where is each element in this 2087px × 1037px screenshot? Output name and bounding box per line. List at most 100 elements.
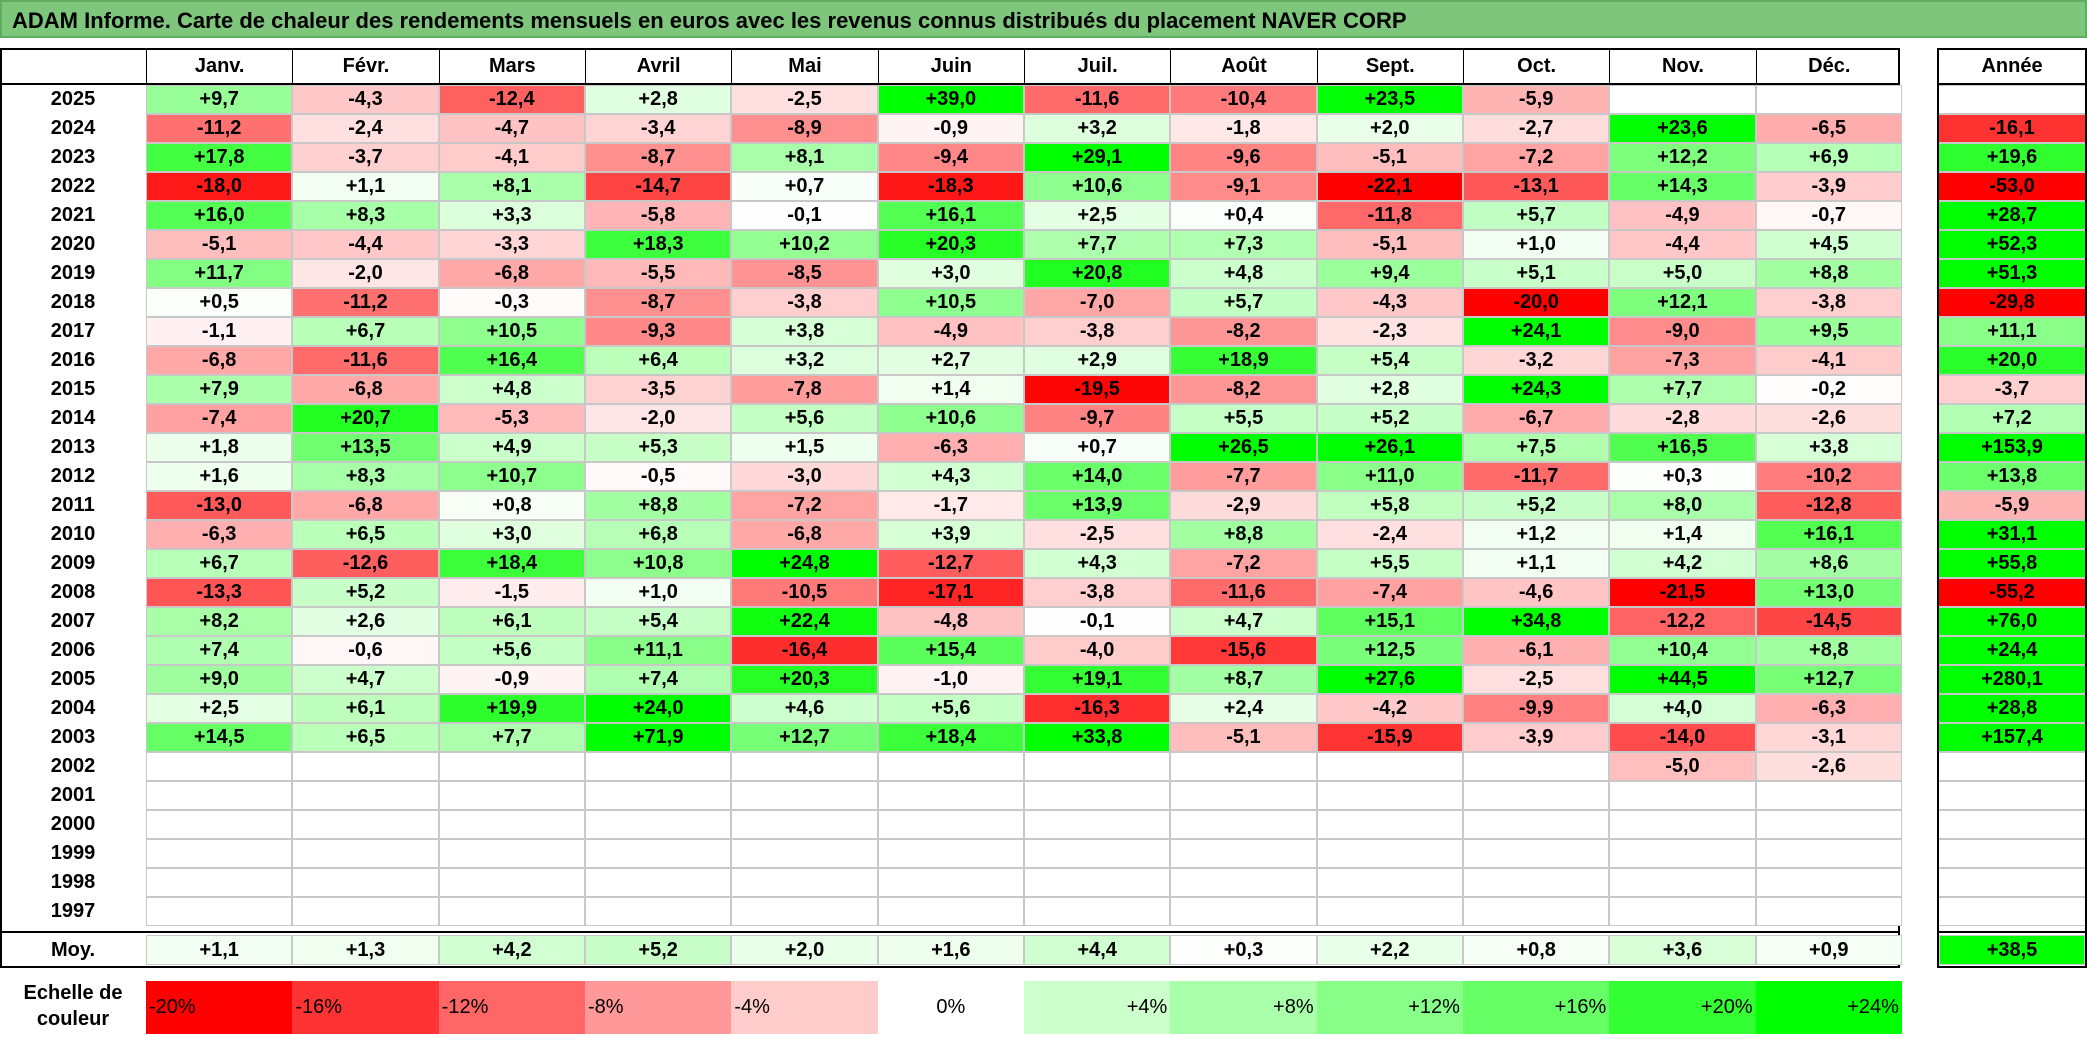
heatmap-cell: +7,4 (146, 636, 293, 665)
heatmap-cell: -2,5 (1023, 520, 1171, 549)
heatmap-cell: -2,4 (292, 114, 439, 143)
heatmap-cell (1316, 781, 1463, 810)
heatmap-cell: -8,5 (731, 259, 878, 288)
heatmap-cell: +5,6 (731, 404, 878, 433)
annual-header: Année (1981, 55, 2043, 77)
heatmap-cell: +33,8 (1023, 723, 1171, 752)
heatmap-cell: +18,4 (438, 549, 585, 578)
heatmap-cell: +44,5 (1609, 665, 1756, 694)
annual-cell: +157,4 (1939, 723, 2085, 752)
heatmap-cell: +5,2 (1462, 491, 1610, 520)
heatmap-cell: -2,8 (1609, 404, 1756, 433)
year-label: 2021 (50, 204, 96, 226)
heatmap-cell: -17,1 (877, 578, 1024, 607)
heatmap-cell (1462, 752, 1610, 781)
color-scale-stop: 0% (877, 981, 1024, 1034)
heatmap-cell: -4,0 (1023, 636, 1171, 665)
heatmap-cell: +6,8 (584, 520, 732, 549)
heatmap-cell: +1,1 (1462, 549, 1610, 578)
heatmap-cell: +5,5 (1316, 549, 1463, 578)
heatmap-cell: -1,0 (877, 665, 1024, 694)
heatmap-cell: -6,5 (1755, 114, 1902, 143)
heatmap-cell: +27,6 (1316, 665, 1463, 694)
year-label: 2020 (50, 233, 96, 255)
heatmap-cell: +3,8 (731, 317, 878, 346)
heatmap-cell: -2,0 (584, 404, 732, 433)
month-header: Juil. (1023, 50, 1170, 83)
month-header: Oct. (1462, 50, 1609, 83)
heatmap-cell: -7,4 (146, 404, 293, 433)
heatmap-cell: +0,8 (438, 491, 585, 520)
heatmap-cell: +4,5 (1755, 230, 1902, 259)
annual-cell: +153,9 (1939, 433, 2085, 462)
annual-cell: -5,9 (1939, 491, 2085, 520)
heatmap-cell: +23,5 (1316, 85, 1463, 114)
heatmap-cell: +12,2 (1609, 143, 1756, 172)
heatmap-cell (1755, 897, 1902, 926)
heatmap-cell: +10,4 (1609, 636, 1756, 665)
heatmap-cell: -2,5 (731, 85, 878, 114)
heatmap-cell: -9,3 (584, 317, 732, 346)
heatmap-cell: +2,7 (877, 346, 1024, 375)
heatmap-cell: +13,9 (1023, 491, 1171, 520)
heatmap-cell: -7,3 (1609, 346, 1756, 375)
heatmap-cell: -2,4 (1316, 520, 1463, 549)
heatmap-cell: -6,3 (1755, 694, 1902, 723)
year-label: 2001 (50, 784, 96, 806)
heatmap-cell: +13,0 (1755, 578, 1902, 607)
heatmap-cell (1462, 781, 1610, 810)
heatmap-cell: +2,6 (292, 607, 439, 636)
heatmap-cell: +19,1 (1023, 665, 1171, 694)
heatmap-cell: -5,1 (1316, 230, 1463, 259)
month-header: Juin (877, 50, 1024, 83)
heatmap-cell: +11,1 (584, 636, 732, 665)
month-header: Sept. (1316, 50, 1463, 83)
heatmap-cell (731, 868, 878, 897)
heatmap-cell (584, 897, 732, 926)
heatmap-cell: -0,2 (1755, 375, 1902, 404)
header-separator (1937, 83, 2087, 85)
heatmap-cell: -2,0 (292, 259, 439, 288)
annual-cell: +28,7 (1939, 201, 2085, 230)
heatmap-cell (1316, 839, 1463, 868)
heatmap-cell: +24,1 (1462, 317, 1610, 346)
annual-cell: +11,1 (1939, 317, 2085, 346)
heatmap-cell (1755, 781, 1902, 810)
heatmap-cell: +19,9 (438, 694, 585, 723)
heatmap-cell: -12,2 (1609, 607, 1756, 636)
heatmap-cell (1023, 897, 1171, 926)
average-annual-cell: +38,5 (1939, 935, 2085, 965)
heatmap-cell (292, 752, 439, 781)
heatmap-cell: +34,8 (1462, 607, 1610, 636)
heatmap-cell: +26,1 (1316, 433, 1463, 462)
heatmap-cell: -14,0 (1609, 723, 1756, 752)
heatmap-cell (731, 810, 878, 839)
annual-cell: +28,8 (1939, 694, 2085, 723)
heatmap-cell: -12,8 (1755, 491, 1902, 520)
heatmap-cell: +1,4 (877, 375, 1024, 404)
heatmap-cell: +1,8 (146, 433, 293, 462)
annual-cell (1939, 868, 2085, 897)
heatmap-cell (584, 810, 732, 839)
heatmap-cell: +12,7 (1755, 665, 1902, 694)
heatmap-cell: +7,4 (584, 665, 732, 694)
heatmap-cell: +8,7 (1170, 665, 1317, 694)
average-cell: +1,6 (877, 935, 1024, 965)
heatmap-cell: -0,1 (1023, 607, 1171, 636)
heatmap-cell: -3,8 (1023, 317, 1171, 346)
heatmap-cell: +4,2 (1609, 549, 1756, 578)
heatmap-cell: +6,4 (584, 346, 732, 375)
heatmap-cell (1023, 752, 1171, 781)
year-label: 2009 (50, 552, 96, 574)
heatmap-cell (1023, 868, 1171, 897)
heatmap-cell: +18,3 (584, 230, 732, 259)
heatmap-cell: +10,2 (731, 230, 878, 259)
heatmap-cell: +8,1 (731, 143, 878, 172)
year-label: 2013 (50, 436, 96, 458)
heatmap-cell (584, 752, 732, 781)
title-bar: ADAM Informe. Carte de chaleur des rende… (0, 0, 2087, 38)
heatmap-cell: -2,6 (1755, 404, 1902, 433)
heatmap-cell (1316, 752, 1463, 781)
heatmap-cell: -3,4 (584, 114, 732, 143)
heatmap-cell: -10,5 (731, 578, 878, 607)
